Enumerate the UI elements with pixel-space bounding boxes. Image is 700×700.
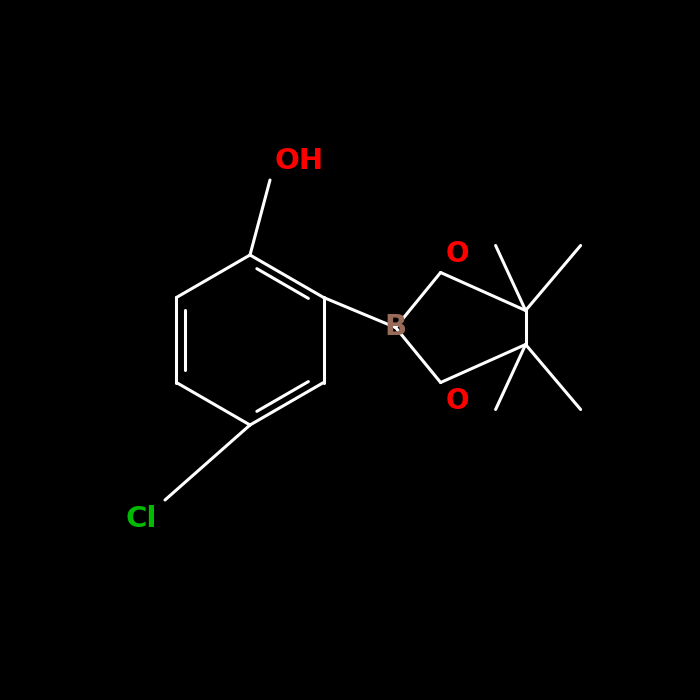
Text: O: O [446,239,469,267]
Text: Cl: Cl [125,505,157,533]
Text: O: O [446,388,469,416]
Text: B: B [384,314,407,342]
Text: OH: OH [275,147,324,175]
